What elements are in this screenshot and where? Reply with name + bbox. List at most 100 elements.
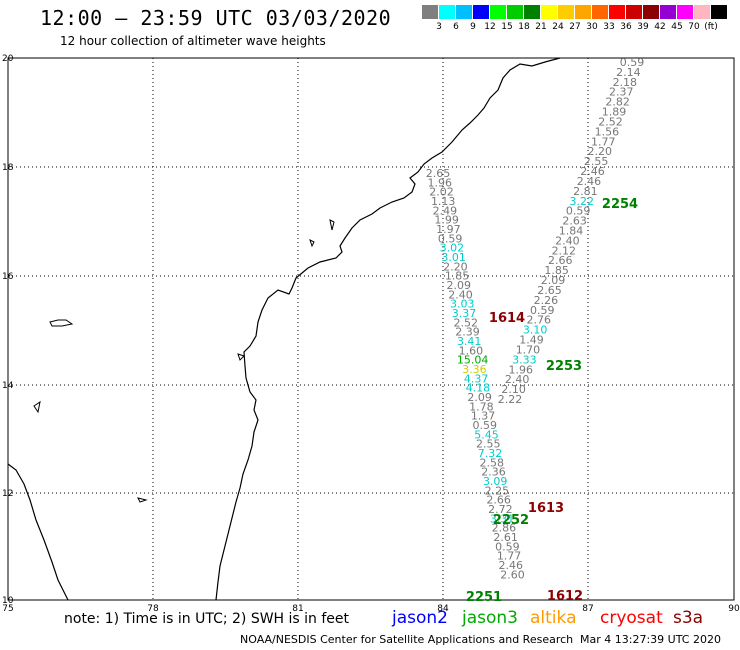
wave-height-value: 2.20 [587, 145, 612, 158]
scale-swatch [541, 5, 558, 19]
y-tick-label: 20 [2, 54, 14, 64]
scale-swatch [677, 5, 694, 19]
scale-swatch [422, 5, 439, 19]
y-tick-label: 16 [2, 272, 14, 282]
wave-height-value: 2.82 [605, 96, 630, 109]
x-tick-label: 75 [2, 604, 13, 614]
wave-height-value: 1.97 [436, 223, 461, 236]
wave-height-value: 2.46 [580, 165, 605, 178]
scale-swatch [643, 5, 660, 19]
wave-height-value: 2.10 [501, 383, 526, 396]
wave-height-value: 2.18 [613, 76, 638, 89]
wave-height-value: 2.14 [616, 66, 641, 79]
india-east-coast [215, 57, 561, 601]
scale-swatch [439, 5, 456, 19]
islet-4 [329, 219, 335, 231]
y-tick-label: 18 [2, 163, 14, 173]
map-grid [8, 58, 734, 600]
wave-height-values: 0.592.142.182.372.821.892.521.561.772.20… [426, 56, 645, 581]
scale-label: 3 [436, 22, 442, 32]
color-scale-bar [422, 5, 728, 21]
wave-height-value: 1.96 [509, 363, 534, 376]
scale-swatch [524, 5, 541, 19]
scale-swatch [490, 5, 507, 19]
wave-height-value: 1.13 [431, 195, 456, 208]
scale-label: 45 [671, 22, 683, 32]
legend-altika: altika [530, 608, 577, 628]
wave-height-value: 2.37 [609, 86, 634, 99]
wave-height-value: 2.25 [485, 484, 510, 497]
scale-swatch [609, 5, 626, 19]
y-tick-label: 10 [2, 596, 14, 606]
islet-6 [309, 239, 315, 248]
wave-height-value: 1.85 [445, 270, 470, 283]
scale-label: 6 [453, 22, 459, 32]
scale-swatch [592, 5, 609, 19]
wave-height-value: 2.26 [534, 294, 559, 307]
track-id-label: 2252 [493, 513, 529, 528]
wave-height-value: 2.09 [467, 391, 492, 404]
legend-jason2: jason2 [392, 608, 448, 628]
wave-height-value: 0.59 [566, 205, 591, 218]
wave-height-value: 2.72 [488, 503, 513, 516]
wave-height-value: 2.61 [493, 531, 518, 544]
wave-height-value: 4.18 [466, 382, 491, 395]
wave-height-value: 7.32 [478, 447, 503, 460]
footer: NOAA/NESDIS Center for Satellite Applica… [240, 633, 740, 646]
sri-lanka-west [7, 463, 69, 601]
wave-height-value: 0.59 [620, 56, 645, 69]
islet-1 [49, 319, 74, 327]
wave-height-value: 2.63 [562, 215, 587, 228]
scale-label: 21 [535, 22, 547, 32]
y-tick-label: 12 [2, 489, 13, 499]
wave-height-value: 2.52 [453, 316, 478, 329]
scale-swatch [711, 5, 728, 19]
wave-height-value: 3.33 [512, 353, 537, 366]
scale-label: 9 [470, 22, 476, 32]
islet-5 [237, 353, 245, 361]
x-tick-label: 81 [292, 604, 303, 614]
scale-label: 27 [569, 22, 581, 32]
wave-height-value: 1.96 [427, 176, 452, 189]
wave-height-value: 2.09 [541, 274, 566, 287]
scale-swatch [473, 5, 490, 19]
wave-height-value: 2.86 [492, 522, 517, 535]
wave-height-value: 0.59 [438, 232, 463, 245]
islet-3 [137, 497, 148, 503]
color-scale-labels: 3 6 9 12 15 18 21 24 27 30 33 36 39 42 45 70 (ft) [422, 22, 740, 34]
scale-swatch [507, 5, 524, 19]
wave-height-value: 0.59 [473, 419, 498, 432]
wave-height-value: 2.66 [486, 494, 511, 507]
footer-timestamp: Mar 4 13:27:39 UTC 2020 [580, 633, 721, 646]
wave-height-value: 1.84 [559, 225, 584, 238]
scale-label: 18 [518, 22, 530, 32]
coastline [7, 57, 561, 601]
wave-height-value: 1.89 [602, 106, 627, 119]
wave-height-value: 1.78 [469, 400, 494, 413]
wave-height-value: 3.09 [483, 475, 508, 488]
map-frame [7, 57, 735, 601]
map-title: 12:00 – 23:59 UTC 03/03/2020 [40, 6, 392, 30]
scale-swatch [660, 5, 677, 19]
wave-height-value: 4.37 [464, 372, 489, 385]
map-subtitle: 12 hour collection of altimeter wave hei… [60, 34, 326, 48]
wave-height-value: 1.77 [591, 135, 616, 148]
scale-label: 33 [603, 22, 615, 32]
wave-height-value: 2.22 [498, 393, 523, 406]
scale-swatch [575, 5, 592, 19]
wave-height-value: 2.36 [481, 466, 506, 479]
wave-height-value: 3.10 [523, 324, 548, 337]
wave-height-value: 0.59 [495, 540, 520, 553]
wave-height-value: 2.49 [433, 204, 458, 217]
scale-label: 36 [620, 22, 632, 32]
wave-height-value: 2.12 [552, 244, 577, 257]
note-text: note: 1) Time is in UTC; 2) SWH is in fe… [64, 611, 350, 627]
wave-height-value: 2.09 [447, 279, 472, 292]
wave-height-value: 3.36 [462, 363, 487, 376]
wave-height-value: 3.22 [570, 195, 595, 208]
wave-height-value: 2.55 [476, 438, 501, 451]
track-id-label: 2251 [466, 590, 502, 605]
wave-height-value: 1.56 [595, 125, 620, 138]
track-id-label: 1613 [528, 501, 564, 516]
